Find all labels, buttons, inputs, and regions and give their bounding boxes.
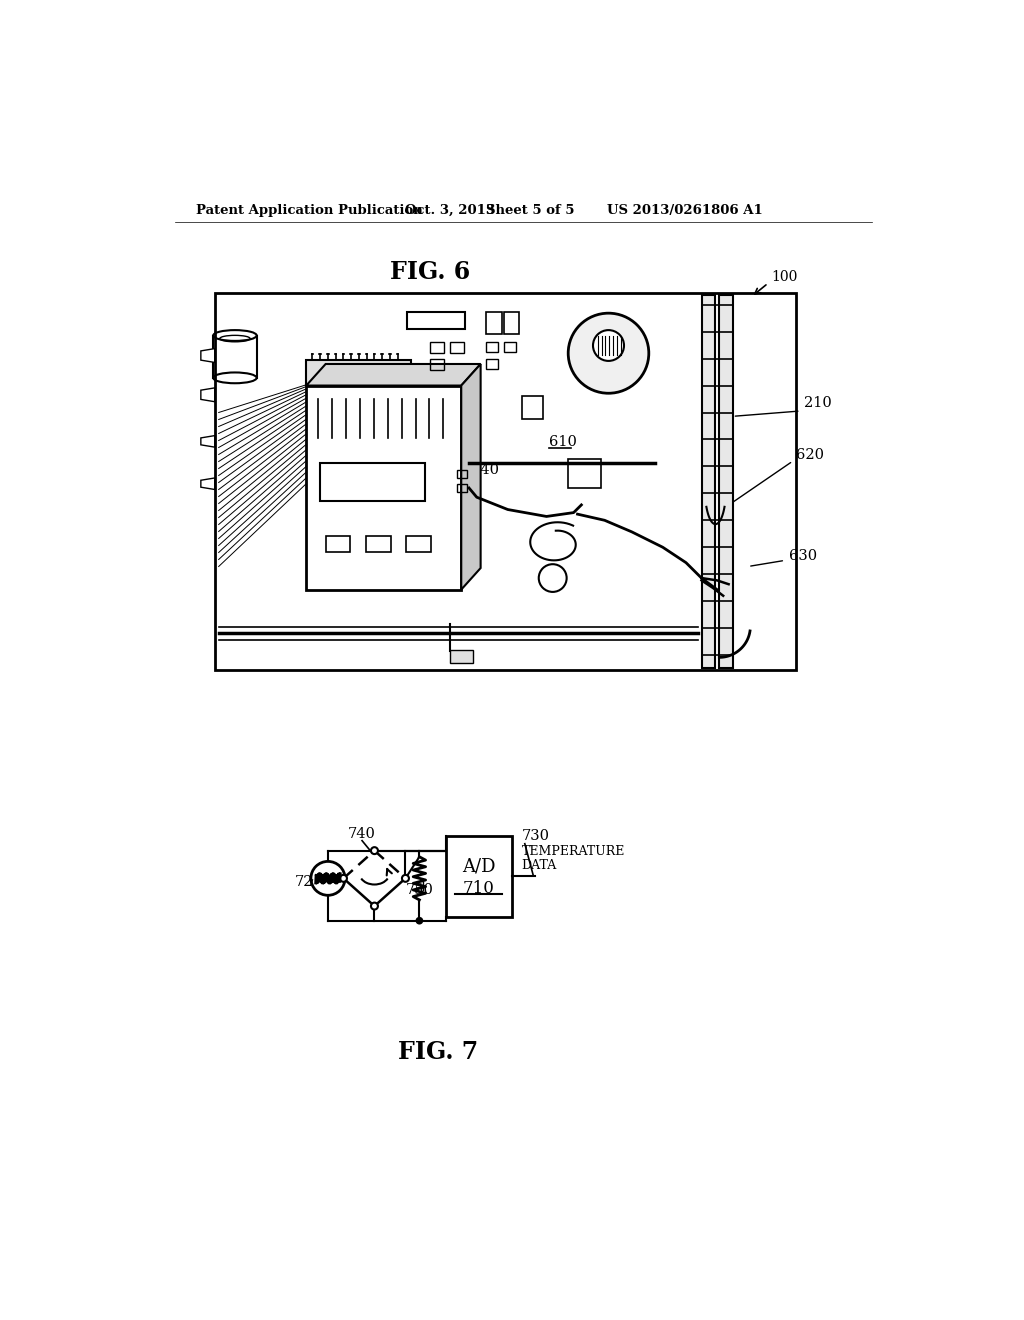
Ellipse shape — [213, 330, 257, 341]
Polygon shape — [201, 478, 215, 490]
Circle shape — [340, 875, 347, 882]
Polygon shape — [719, 296, 732, 668]
Text: 210: 210 — [804, 396, 831, 411]
Circle shape — [593, 330, 624, 360]
Text: TEMPERATURE: TEMPERATURE — [521, 845, 625, 858]
Polygon shape — [306, 385, 461, 590]
Text: FIG. 6: FIG. 6 — [390, 260, 470, 284]
Polygon shape — [366, 536, 391, 552]
Text: FIG. 7: FIG. 7 — [398, 1040, 478, 1064]
Polygon shape — [306, 364, 480, 385]
Text: US 2013/0261806 A1: US 2013/0261806 A1 — [607, 205, 763, 218]
Text: 610: 610 — [549, 434, 577, 449]
Polygon shape — [450, 649, 473, 663]
Text: 710: 710 — [463, 880, 495, 898]
Polygon shape — [407, 536, 431, 552]
Text: Sheet 5 of 5: Sheet 5 of 5 — [486, 205, 574, 218]
Text: 730: 730 — [521, 829, 550, 843]
Text: 750: 750 — [406, 883, 433, 896]
Polygon shape — [201, 436, 215, 447]
Text: 720: 720 — [295, 875, 323, 890]
Text: 100: 100 — [771, 271, 798, 284]
Polygon shape — [445, 836, 512, 917]
Circle shape — [539, 564, 566, 591]
Polygon shape — [306, 360, 411, 385]
Text: 620: 620 — [796, 447, 824, 462]
Polygon shape — [201, 348, 215, 363]
Polygon shape — [461, 364, 480, 590]
Circle shape — [371, 847, 378, 854]
Polygon shape — [321, 462, 425, 502]
Circle shape — [568, 313, 649, 393]
Circle shape — [311, 862, 345, 895]
Circle shape — [371, 903, 378, 909]
Ellipse shape — [213, 372, 257, 383]
Text: 630: 630 — [790, 549, 817, 564]
Text: DATA: DATA — [521, 859, 557, 871]
Polygon shape — [701, 296, 716, 668]
Text: Patent Application Publication: Patent Application Publication — [197, 205, 423, 218]
Text: Oct. 3, 2013: Oct. 3, 2013 — [406, 205, 496, 218]
Polygon shape — [326, 536, 350, 552]
Circle shape — [402, 875, 409, 882]
Text: A/D: A/D — [462, 858, 496, 875]
Polygon shape — [201, 388, 215, 401]
Text: 640: 640 — [471, 463, 499, 478]
Text: 740: 740 — [348, 828, 376, 841]
Circle shape — [416, 917, 423, 924]
